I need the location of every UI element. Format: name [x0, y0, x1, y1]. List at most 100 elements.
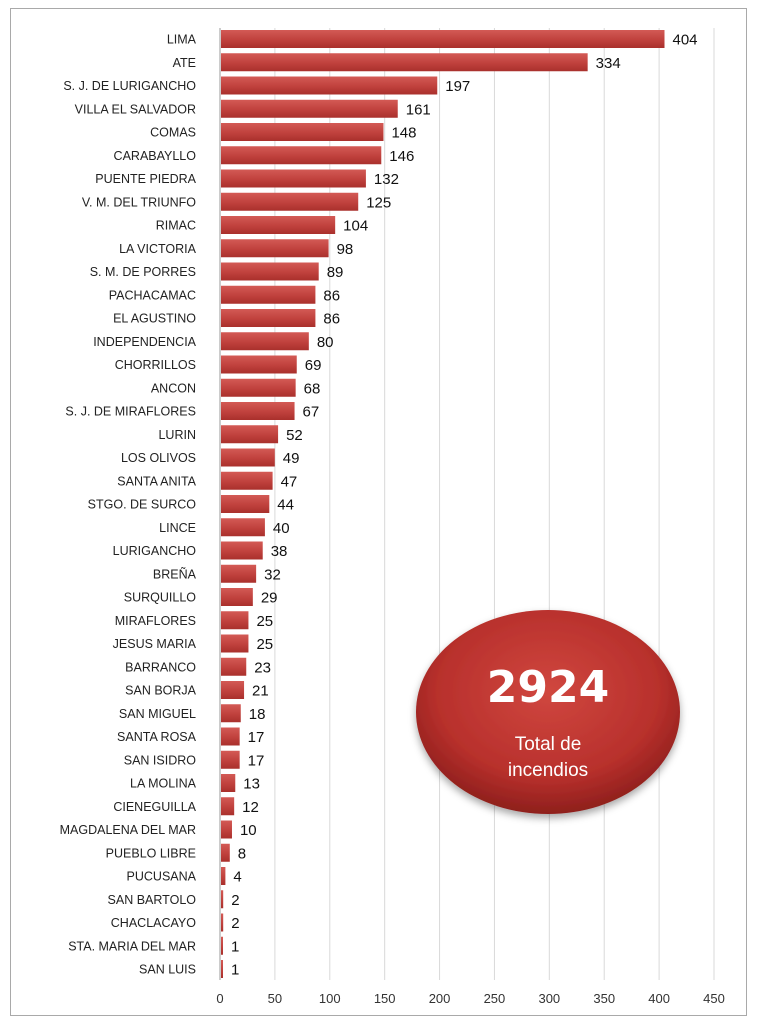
category-label: MAGDALENA DEL MAR — [60, 823, 196, 837]
bar — [221, 448, 275, 467]
category-label: LURIGANCHO — [113, 544, 197, 558]
value-label: 2 — [231, 915, 239, 932]
category-label: CARABAYLLO — [114, 149, 197, 163]
value-label: 18 — [249, 706, 266, 723]
x-tick-label: 50 — [268, 991, 282, 1006]
value-label: 1 — [231, 938, 239, 955]
value-label: 52 — [286, 427, 303, 444]
total-label-line2: incendios — [508, 760, 588, 781]
bar — [221, 797, 235, 816]
bar — [221, 960, 223, 978]
value-label: 161 — [406, 101, 431, 118]
category-labels: LIMA ATE S. J. DE LURIGANCHO VILLA EL SALVA… — [60, 33, 197, 977]
value-label: 12 — [242, 799, 259, 816]
bar — [221, 727, 240, 746]
bar — [221, 99, 398, 118]
chart-frame — [10, 8, 747, 1016]
bar — [221, 471, 273, 490]
value-labels: 4043341971611481461321251049889868680696… — [231, 32, 698, 979]
bar — [221, 425, 279, 444]
x-tick-label: 450 — [703, 991, 725, 1006]
bar — [221, 123, 384, 141]
category-label: RIMAC — [156, 219, 196, 233]
value-label: 89 — [327, 264, 344, 281]
value-label: 80 — [317, 334, 334, 351]
bar — [221, 378, 296, 397]
category-label: STA. MARIA DEL MAR — [68, 939, 196, 953]
bar — [221, 750, 240, 769]
x-axis-ticks: 0 50 100 150 200 250 300 350 400 450 — [216, 991, 724, 1006]
bar — [221, 192, 359, 211]
bar — [221, 76, 438, 95]
bar — [221, 611, 249, 630]
value-label: 68 — [304, 380, 321, 397]
value-label: 17 — [248, 729, 265, 746]
value-label: 29 — [261, 590, 278, 607]
value-label: 197 — [445, 78, 470, 95]
value-label: 146 — [389, 148, 414, 165]
bar — [221, 332, 309, 351]
category-label: COMAS — [150, 126, 196, 140]
category-label: VILLA EL SALVADOR — [75, 102, 196, 116]
value-label: 98 — [337, 241, 354, 258]
bar — [221, 216, 336, 234]
category-label: SAN ISIDRO — [124, 753, 197, 767]
x-tick-label: 200 — [429, 991, 451, 1006]
value-label: 32 — [264, 566, 281, 583]
value-label: 23 — [254, 659, 271, 676]
category-label: LIMA — [167, 33, 197, 47]
category-label: SURQUILLO — [124, 591, 197, 605]
bar — [221, 588, 253, 606]
bar — [221, 355, 297, 374]
value-label: 44 — [277, 497, 294, 514]
value-label: 2 — [231, 892, 239, 909]
value-label: 47 — [281, 473, 298, 490]
bar — [221, 867, 226, 885]
bar — [221, 30, 665, 48]
category-label: PACHACAMAC — [109, 288, 196, 302]
value-label: 69 — [305, 357, 322, 374]
bar — [221, 564, 257, 583]
value-label: 132 — [374, 171, 399, 188]
category-label: MIRAFLORES — [115, 614, 196, 628]
category-label: SAN LUIS — [139, 963, 196, 977]
category-label: BREÑA — [153, 567, 197, 581]
value-label: 49 — [283, 450, 300, 467]
bar — [221, 704, 241, 723]
category-label: S. M. DE PORRES — [90, 265, 196, 279]
category-label: INDEPENDENCIA — [93, 335, 196, 349]
total-label-line1: Total de — [515, 734, 582, 755]
value-label: 334 — [596, 55, 621, 72]
bar — [221, 936, 223, 955]
bar — [221, 309, 316, 327]
total-value: 2924 — [487, 662, 609, 713]
x-tick-label: 300 — [538, 991, 560, 1006]
bar — [221, 913, 224, 932]
x-tick-label: 100 — [319, 991, 341, 1006]
value-label: 10 — [240, 822, 257, 839]
category-label: CIENEGUILLA — [113, 800, 196, 814]
bar — [221, 681, 245, 699]
category-label: CHACLACAYO — [111, 916, 196, 930]
category-label: JESUS MARIA — [113, 637, 197, 651]
total-badge — [416, 610, 680, 814]
value-label: 17 — [248, 752, 265, 769]
value-label: 25 — [256, 636, 273, 653]
category-label: STGO. DE SURCO — [88, 498, 197, 512]
category-label: S. J. DE MIRAFLORES — [65, 405, 196, 419]
category-label: LA MOLINA — [130, 777, 197, 791]
value-label: 40 — [273, 520, 290, 537]
bar — [221, 843, 230, 862]
category-label: SANTA ROSA — [117, 730, 197, 744]
bars — [221, 30, 665, 978]
category-label: S. J. DE LURIGANCHO — [63, 79, 196, 93]
value-label: 148 — [391, 125, 416, 142]
bar — [221, 518, 265, 537]
category-label: PUEBLO LIBRE — [106, 846, 196, 860]
category-label: LOS OLIVOS — [121, 451, 196, 465]
category-label: BARRANCO — [125, 660, 196, 674]
value-label: 125 — [366, 194, 391, 211]
bar — [221, 262, 319, 281]
value-label: 8 — [238, 845, 246, 862]
category-label: PUCUSANA — [127, 870, 197, 884]
